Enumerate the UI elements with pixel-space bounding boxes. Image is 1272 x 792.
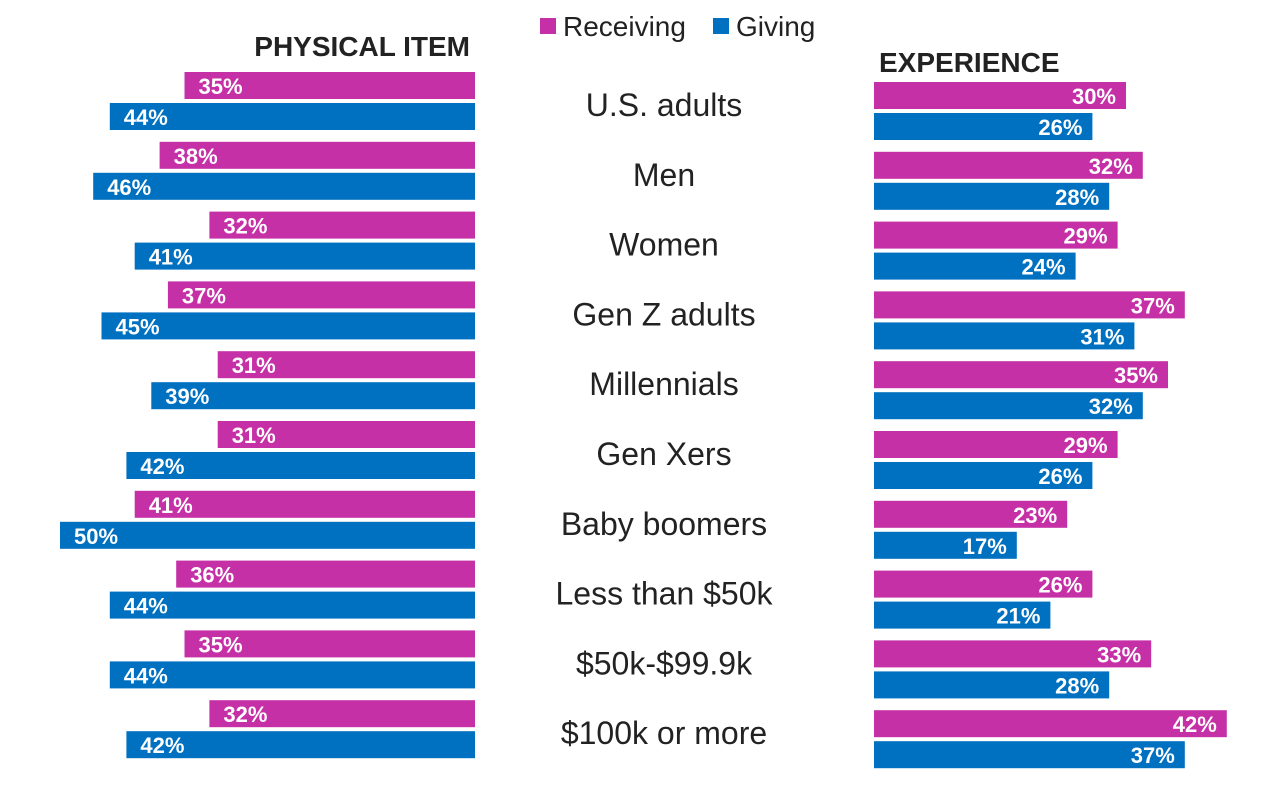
chart-rows: U.S. adults 35% 44% 30% 26% Men 38% 46% 32% 28% Wo… — [60, 72, 1227, 769]
category-label: Gen Xers — [596, 436, 731, 472]
physical-giving-value-label: 44% — [124, 594, 168, 619]
legend: Receiving Giving — [540, 11, 815, 42]
physical-receiving-bar — [184, 630, 475, 658]
physical-giving-bar — [109, 103, 476, 130]
experience-giving-value-label: 26% — [1038, 115, 1082, 140]
physical-receiving-bar — [184, 72, 475, 99]
physical-giving-bar — [101, 312, 475, 340]
physical-item-heading: PHYSICAL ITEM — [254, 31, 470, 62]
physical-receiving-value-label: 31% — [232, 423, 276, 448]
physical-receiving-value-label: 35% — [199, 74, 243, 99]
physical-giving-value-label: 45% — [116, 314, 160, 339]
experience-giving-bar — [874, 741, 1185, 769]
physical-receiving-value-label: 32% — [223, 214, 267, 239]
experience-receiving-value-label: 29% — [1064, 433, 1108, 458]
physical-giving-value-label: 44% — [124, 663, 168, 688]
physical-giving-bar — [109, 661, 476, 689]
physical-receiving-value-label: 38% — [174, 144, 218, 169]
category-label: Women — [609, 227, 719, 263]
physical-receiving-bar — [209, 211, 475, 239]
physical-giving-bar — [126, 731, 476, 759]
experience-receiving-value-label: 33% — [1097, 642, 1141, 667]
experience-receiving-value-label: 23% — [1013, 503, 1057, 528]
experience-giving-value-label: 32% — [1089, 394, 1133, 419]
physical-receiving-value-label: 41% — [149, 493, 193, 518]
experience-receiving-value-label: 30% — [1072, 84, 1116, 109]
experience-giving-value-label: 28% — [1055, 185, 1099, 210]
experience-giving-value-label: 24% — [1022, 255, 1066, 280]
experience-receiving-bar — [874, 221, 1118, 249]
experience-receiving-bar — [874, 570, 1093, 598]
experience-giving-bar — [874, 601, 1051, 629]
experience-receiving-value-label: 42% — [1173, 712, 1217, 737]
experience-receiving-value-label: 35% — [1114, 363, 1158, 388]
physical-receiving-value-label: 32% — [223, 702, 267, 727]
physical-giving-bar — [151, 382, 476, 410]
physical-receiving-bar — [209, 700, 475, 728]
physical-giving-bar — [93, 172, 475, 200]
experience-giving-bar — [874, 182, 1110, 210]
physical-giving-bar — [60, 521, 475, 549]
physical-receiving-bar — [176, 560, 475, 588]
legend-swatch-giving — [713, 18, 729, 34]
physical-receiving-value-label: 37% — [182, 283, 226, 308]
category-label: $100k or more — [561, 715, 767, 751]
experience-giving-bar — [874, 392, 1143, 420]
experience-heading: EXPERIENCE — [879, 47, 1060, 78]
physical-giving-value-label: 42% — [140, 454, 184, 479]
experience-receiving-value-label: 26% — [1038, 573, 1082, 598]
physical-receiving-bar — [134, 490, 475, 518]
experience-giving-bar — [874, 462, 1093, 489]
experience-receiving-bar — [874, 500, 1068, 528]
physical-receiving-bar — [217, 351, 475, 379]
experience-receiving-value-label: 37% — [1131, 293, 1175, 318]
experience-receiving-bar — [874, 361, 1168, 389]
experience-giving-value-label: 31% — [1080, 324, 1124, 349]
experience-receiving-bar — [874, 291, 1185, 319]
category-label: Men — [633, 157, 695, 193]
physical-giving-bar — [134, 242, 475, 270]
legend-label-receiving: Receiving — [563, 11, 686, 42]
experience-giving-value-label: 37% — [1131, 743, 1175, 768]
experience-receiving-value-label: 32% — [1089, 154, 1133, 179]
experience-receiving-bar — [874, 151, 1143, 179]
experience-giving-bar — [874, 531, 1017, 559]
physical-receiving-value-label: 31% — [232, 353, 276, 378]
category-label: Gen Z adults — [572, 296, 755, 332]
physical-giving-value-label: 39% — [165, 384, 209, 409]
experience-receiving-bar — [874, 640, 1152, 668]
experience-giving-value-label: 17% — [963, 534, 1007, 559]
experience-receiving-bar — [874, 431, 1118, 458]
physical-giving-bar — [109, 591, 476, 619]
physical-receiving-bar — [159, 141, 475, 169]
physical-receiving-bar — [217, 421, 475, 448]
experience-giving-value-label: 28% — [1055, 673, 1099, 698]
experience-giving-bar — [874, 113, 1093, 140]
physical-giving-value-label: 50% — [74, 524, 118, 549]
experience-giving-value-label: 26% — [1038, 464, 1082, 489]
experience-giving-bar — [874, 322, 1135, 350]
experience-giving-bar — [874, 671, 1110, 699]
category-label: Millennials — [589, 366, 738, 402]
experience-receiving-bar — [874, 710, 1227, 738]
category-label: Less than $50k — [555, 576, 773, 612]
experience-receiving-bar — [874, 82, 1126, 109]
experience-giving-value-label: 21% — [996, 604, 1040, 629]
experience-giving-bar — [874, 252, 1076, 280]
legend-label-giving: Giving — [736, 11, 815, 42]
physical-giving-value-label: 41% — [149, 245, 193, 270]
category-label: U.S. adults — [586, 87, 743, 123]
physical-receiving-value-label: 36% — [190, 563, 234, 588]
category-label: Baby boomers — [561, 506, 767, 542]
physical-giving-value-label: 42% — [140, 733, 184, 758]
experience-receiving-value-label: 29% — [1064, 224, 1108, 249]
physical-giving-bar — [126, 452, 476, 479]
physical-receiving-bar — [167, 281, 475, 309]
legend-swatch-receiving — [540, 18, 556, 34]
physical-receiving-value-label: 35% — [199, 632, 243, 657]
physical-giving-value-label: 44% — [124, 105, 168, 130]
physical-giving-value-label: 46% — [107, 175, 151, 200]
category-label: $50k-$99.9k — [576, 645, 753, 681]
